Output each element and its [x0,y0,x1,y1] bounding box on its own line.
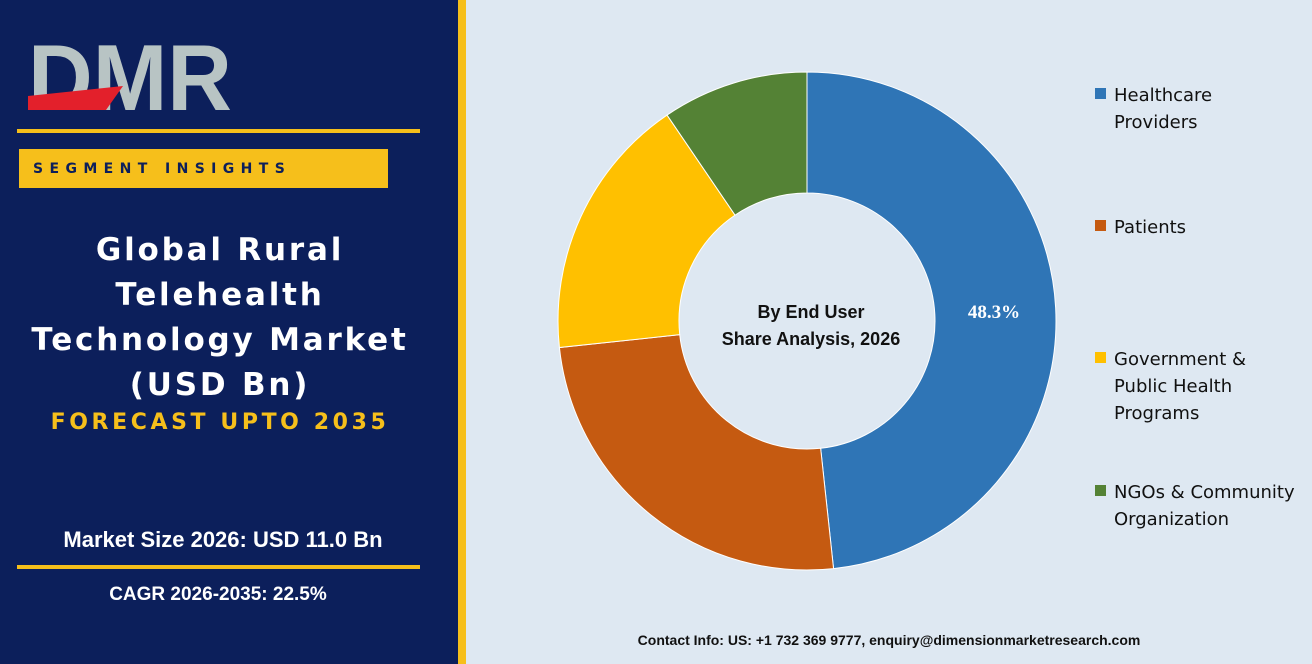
chart-panel: By End User Share Analysis, 2026 48.3% H… [466,0,1312,664]
legend-label: Programs [1114,403,1200,424]
slice-patients [558,334,835,571]
legend-swatch [1095,220,1106,231]
legend-label: Healthcare [1114,85,1213,106]
legend-label: Patients [1114,217,1187,238]
slices [557,71,1057,571]
report-title: Global Rural Telehealth Technology Marke… [14,228,426,408]
legend-swatch [1095,88,1106,99]
divider-bottom [17,565,420,569]
center-label-line-2: Share Analysis, 2026 [722,329,900,349]
legend-label: Providers [1114,112,1198,133]
title-line: Telehealth [115,277,325,313]
title-line: Technology Market [31,322,409,358]
legend-label: Government & [1114,349,1247,370]
donut-chart: By End User Share Analysis, 2026 48.3% [557,71,1057,571]
badge-label: SEGMENT INSIGHTS [33,161,292,177]
cagr: CAGR 2026-2035: 22.5% [109,584,327,605]
data-label-healthcare-providers: 48.3% [968,302,1020,323]
slice-government-public-health-programs [557,114,736,349]
legend-swatch [1095,485,1106,496]
legend-label: Public Health [1114,376,1233,397]
legend-swatch [1095,352,1106,363]
accent-stripe [458,0,466,664]
title-line: (USD Bn) [129,367,311,403]
divider-top [17,129,420,133]
slice-healthcare-providers [806,71,1057,570]
title-line: Global Rural [95,232,345,268]
legend-label: NGOs & Community [1114,482,1295,503]
dmr-logo: DMR [28,38,232,116]
segment-insights-badge: SEGMENT INSIGHTS [19,149,388,188]
forecast-subtitle: FORECAST UPTO 2035 [50,410,390,435]
logo-red-swoosh [28,86,123,110]
contact-info: Contact Info: US: +1 732 369 9777, enqui… [637,632,1141,648]
market-size: Market Size 2026: USD 11.0 Bn [63,527,383,552]
slice-ngos-community-organization [666,71,808,216]
info-panel: DMR SEGMENT INSIGHTS Global Rural Telehe… [0,0,458,664]
legend-label: Organization [1114,509,1230,530]
center-label-line-1: By End User [757,302,864,322]
